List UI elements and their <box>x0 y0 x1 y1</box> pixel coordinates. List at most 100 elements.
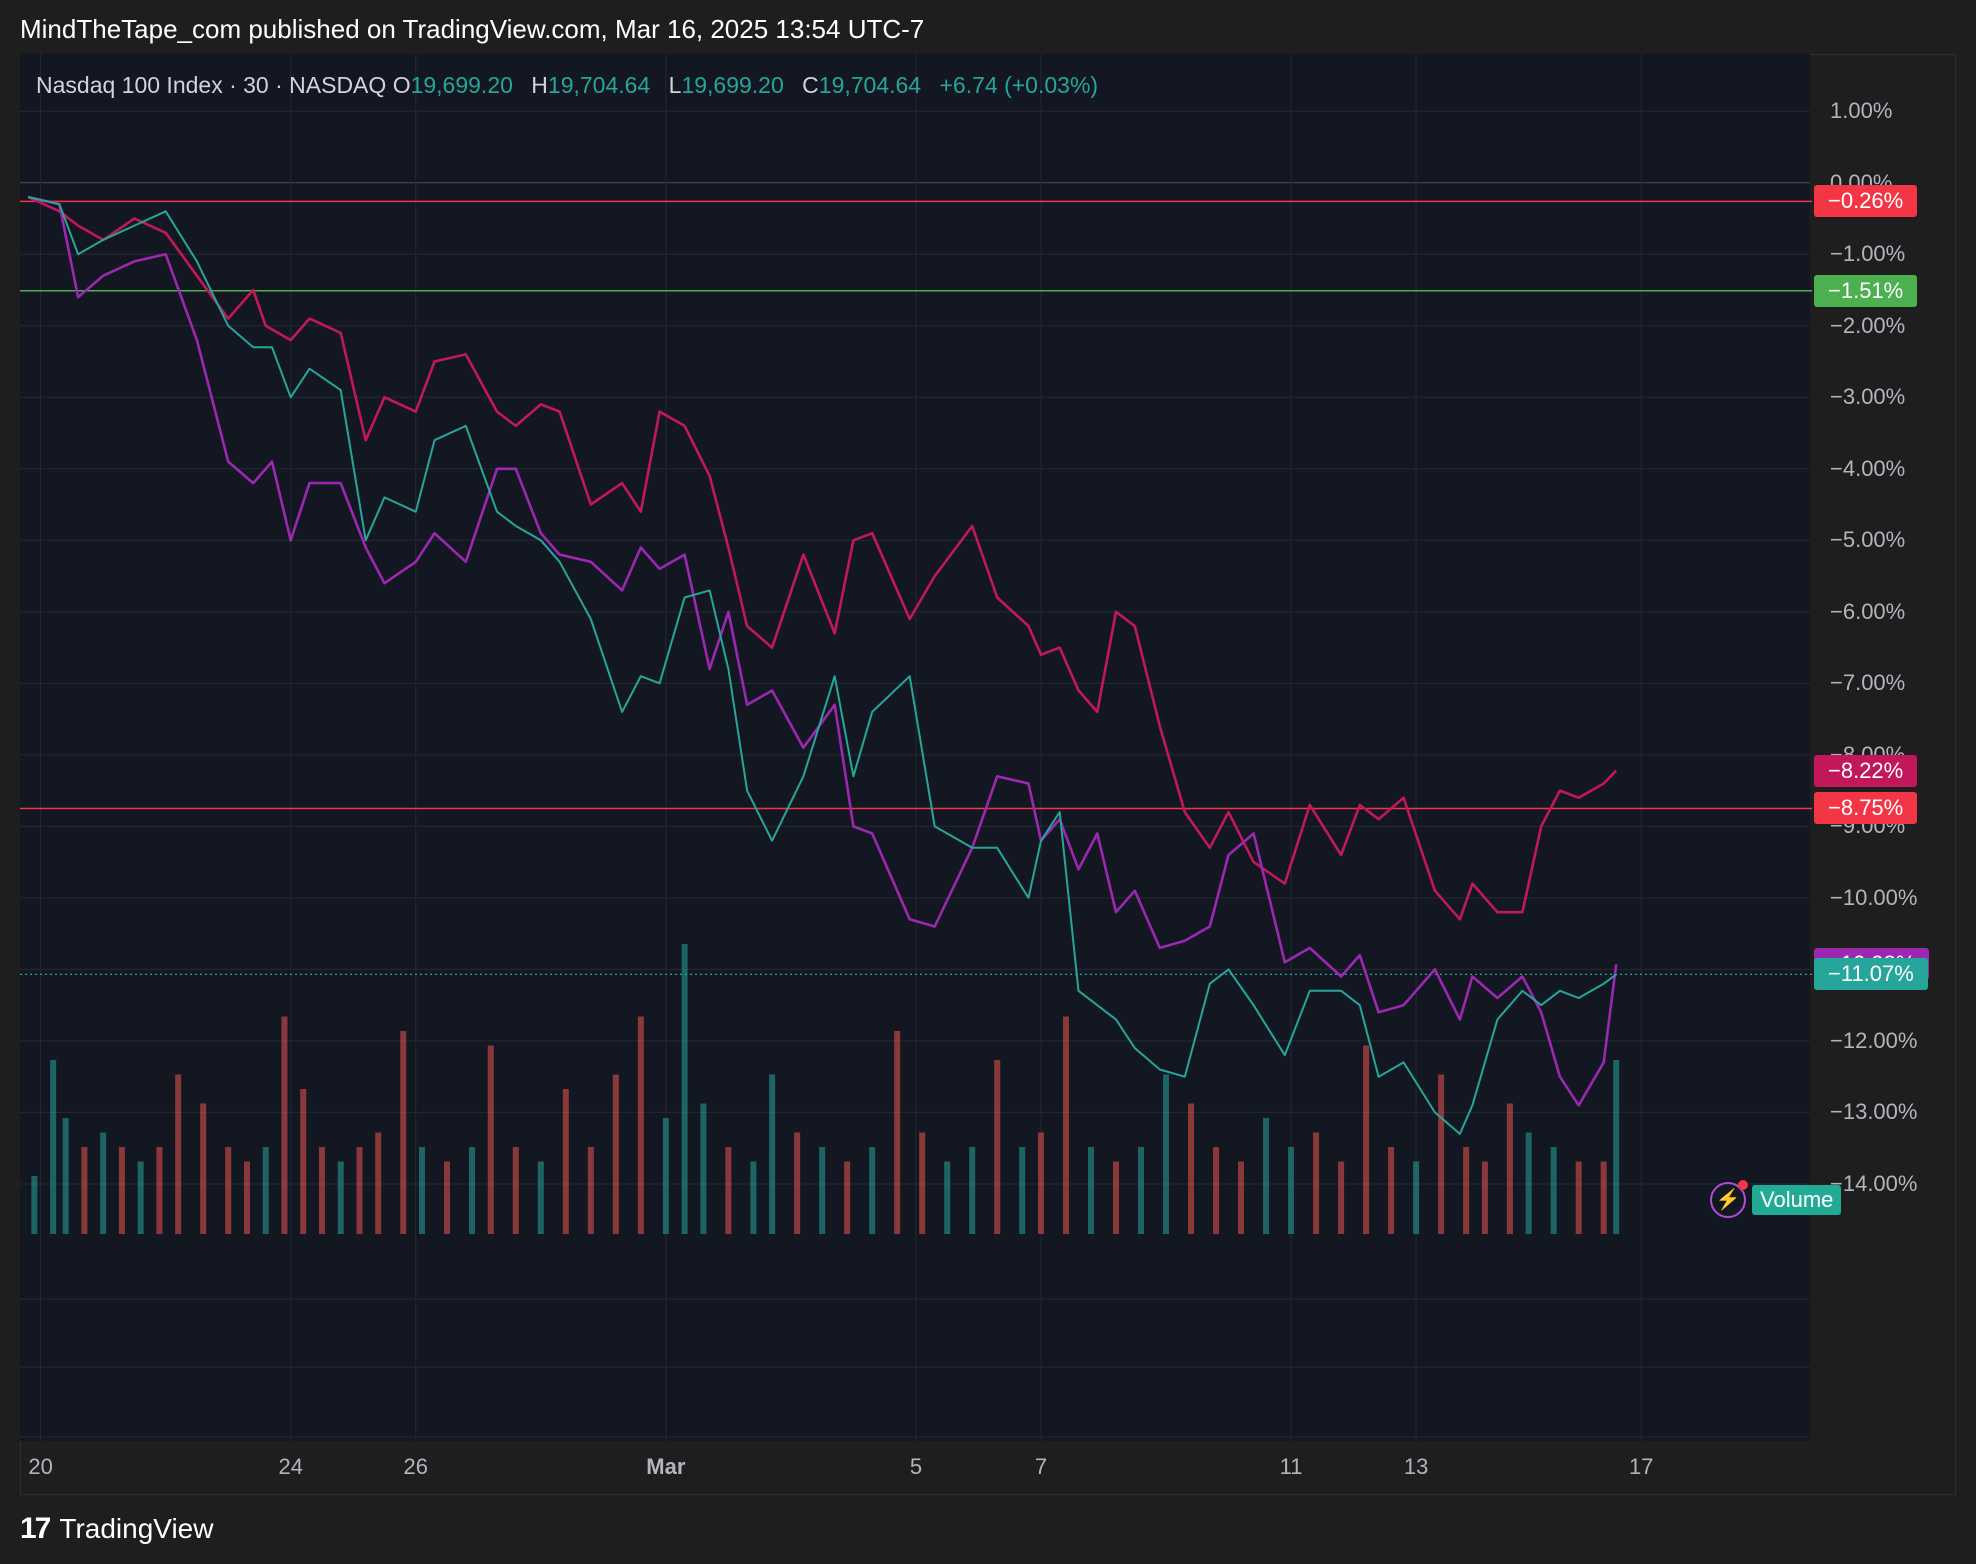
volume-bar <box>1238 1161 1245 1234</box>
volume-bar <box>100 1132 107 1234</box>
volume-bar <box>1113 1161 1120 1234</box>
volume-bar <box>444 1161 451 1234</box>
price-tag: −1.51% <box>1814 274 1918 307</box>
volume-bar <box>512 1147 519 1234</box>
volume-bar <box>700 1103 707 1234</box>
x-tick-label: 17 <box>1628 1454 1654 1479</box>
y-tick-label: −2.00% <box>1830 312 1906 338</box>
price-tag: −8.75% <box>1814 792 1918 825</box>
volume-bar <box>262 1147 269 1234</box>
price-tag: −8.22% <box>1814 754 1918 787</box>
x-tick-label: 24 <box>278 1454 303 1479</box>
volume-bar <box>612 1074 619 1234</box>
volume-bar <box>844 1161 851 1234</box>
volume-bar <box>819 1147 826 1234</box>
volume-bar <box>337 1161 344 1234</box>
volume-bar <box>1288 1147 1295 1234</box>
low-value: 19,699.20 <box>681 72 784 98</box>
close-value: 19,704.64 <box>818 72 922 98</box>
symbol-label: Nasdaq 100 Index · 30 · NASDAQ <box>36 72 387 98</box>
volume-bar <box>1600 1161 1607 1234</box>
price-tag: −11.07% <box>1814 958 1928 991</box>
change-value: +6.74 (+0.03%) <box>939 72 1099 98</box>
horizontal-lines <box>20 200 1812 976</box>
volume-bar <box>356 1147 363 1234</box>
x-tick-label: 11 <box>1279 1454 1303 1479</box>
volume-bar <box>1263 1118 1270 1234</box>
comparison-series-line <box>27 195 1618 1107</box>
volume-bar <box>225 1147 232 1234</box>
volume-bar <box>62 1118 69 1234</box>
volume-bar <box>1438 1074 1445 1234</box>
tradingview-logo: 17 <box>20 1512 51 1545</box>
volume-bar <box>200 1103 207 1234</box>
brand-name: TradingView <box>59 1513 214 1544</box>
volume-bar <box>81 1147 88 1234</box>
volume-bar <box>137 1161 144 1234</box>
volume-bar <box>1213 1147 1220 1234</box>
volume-bar <box>1138 1147 1145 1234</box>
volume-bar <box>1037 1132 1044 1234</box>
volume-bar <box>469 1147 476 1234</box>
footer: 17 TradingView <box>20 1512 213 1546</box>
volume-bar <box>1188 1103 1195 1234</box>
volume-bar <box>50 1060 57 1234</box>
volume-bar <box>1388 1147 1395 1234</box>
volume-bar <box>243 1161 250 1234</box>
volume-bar <box>1463 1147 1470 1234</box>
volume-bar <box>681 944 688 1234</box>
plot-background <box>20 54 1810 1441</box>
close-key: C <box>802 72 819 98</box>
volume-bar <box>637 1016 644 1234</box>
volume-bar <box>375 1132 382 1234</box>
volume-bar <box>969 1147 976 1234</box>
x-tick-label: Mar <box>646 1454 686 1479</box>
volume-bar <box>118 1147 125 1234</box>
volume-bar <box>1575 1161 1582 1234</box>
x-tick-label: 7 <box>1034 1454 1048 1479</box>
volume-bar <box>487 1045 494 1234</box>
volume-bar <box>300 1089 307 1234</box>
volume-bar <box>725 1147 732 1234</box>
volume-bar <box>994 1060 1001 1234</box>
y-tick-label: −7.00% <box>1830 670 1906 696</box>
volume-bar <box>1019 1147 1026 1234</box>
volume-bar <box>750 1161 757 1234</box>
y-tick-label: 1.00% <box>1830 98 1893 124</box>
volume-badge[interactable]: ⚡ Volume <box>1710 1180 1842 1218</box>
x-tick-label: 20 <box>28 1454 53 1479</box>
volume-bar <box>1550 1147 1557 1234</box>
y-tick-label: −13.00% <box>1830 1099 1918 1125</box>
open-value: 19,699.20 <box>410 72 513 98</box>
high-value: 19,704.64 <box>547 72 651 98</box>
comparison-series-line <box>27 195 1618 921</box>
y-tick-label: −14.00% <box>1830 1170 1918 1196</box>
lightning-icon[interactable]: ⚡ <box>1710 1180 1748 1218</box>
volume-bar <box>175 1074 182 1234</box>
volume-bar <box>1163 1074 1170 1234</box>
y-tick-label: −3.00% <box>1830 384 1906 410</box>
index-price-line <box>27 196 1617 1135</box>
low-key: L <box>668 72 682 98</box>
volume-bar <box>794 1132 801 1234</box>
y-tick-label: −12.00% <box>1830 1027 1918 1053</box>
volume-bar <box>944 1161 951 1234</box>
y-tick-label: −6.00% <box>1830 598 1906 624</box>
ohlc-legend: Nasdaq 100 Index · 30 · NASDAQ O19,699.2… <box>36 72 1110 99</box>
volume-bar <box>1413 1161 1420 1234</box>
volume-bar <box>1087 1147 1094 1234</box>
volume-bar <box>537 1161 544 1234</box>
y-tick-label: −4.00% <box>1830 455 1906 481</box>
x-tick-label: 26 <box>403 1454 428 1479</box>
volume-bar <box>1338 1161 1345 1234</box>
high-key: H <box>531 72 548 98</box>
volume-bar <box>1481 1161 1488 1234</box>
y-tick-label: −1.00% <box>1830 241 1906 267</box>
chart-canvas[interactable] <box>20 54 1956 1495</box>
volume-bar <box>769 1074 776 1234</box>
open-key: O <box>392 72 411 98</box>
volume-bar <box>587 1147 594 1234</box>
price-tag: −0.26% <box>1814 185 1918 218</box>
volume-bar <box>400 1031 407 1234</box>
volume-bar <box>318 1147 325 1234</box>
